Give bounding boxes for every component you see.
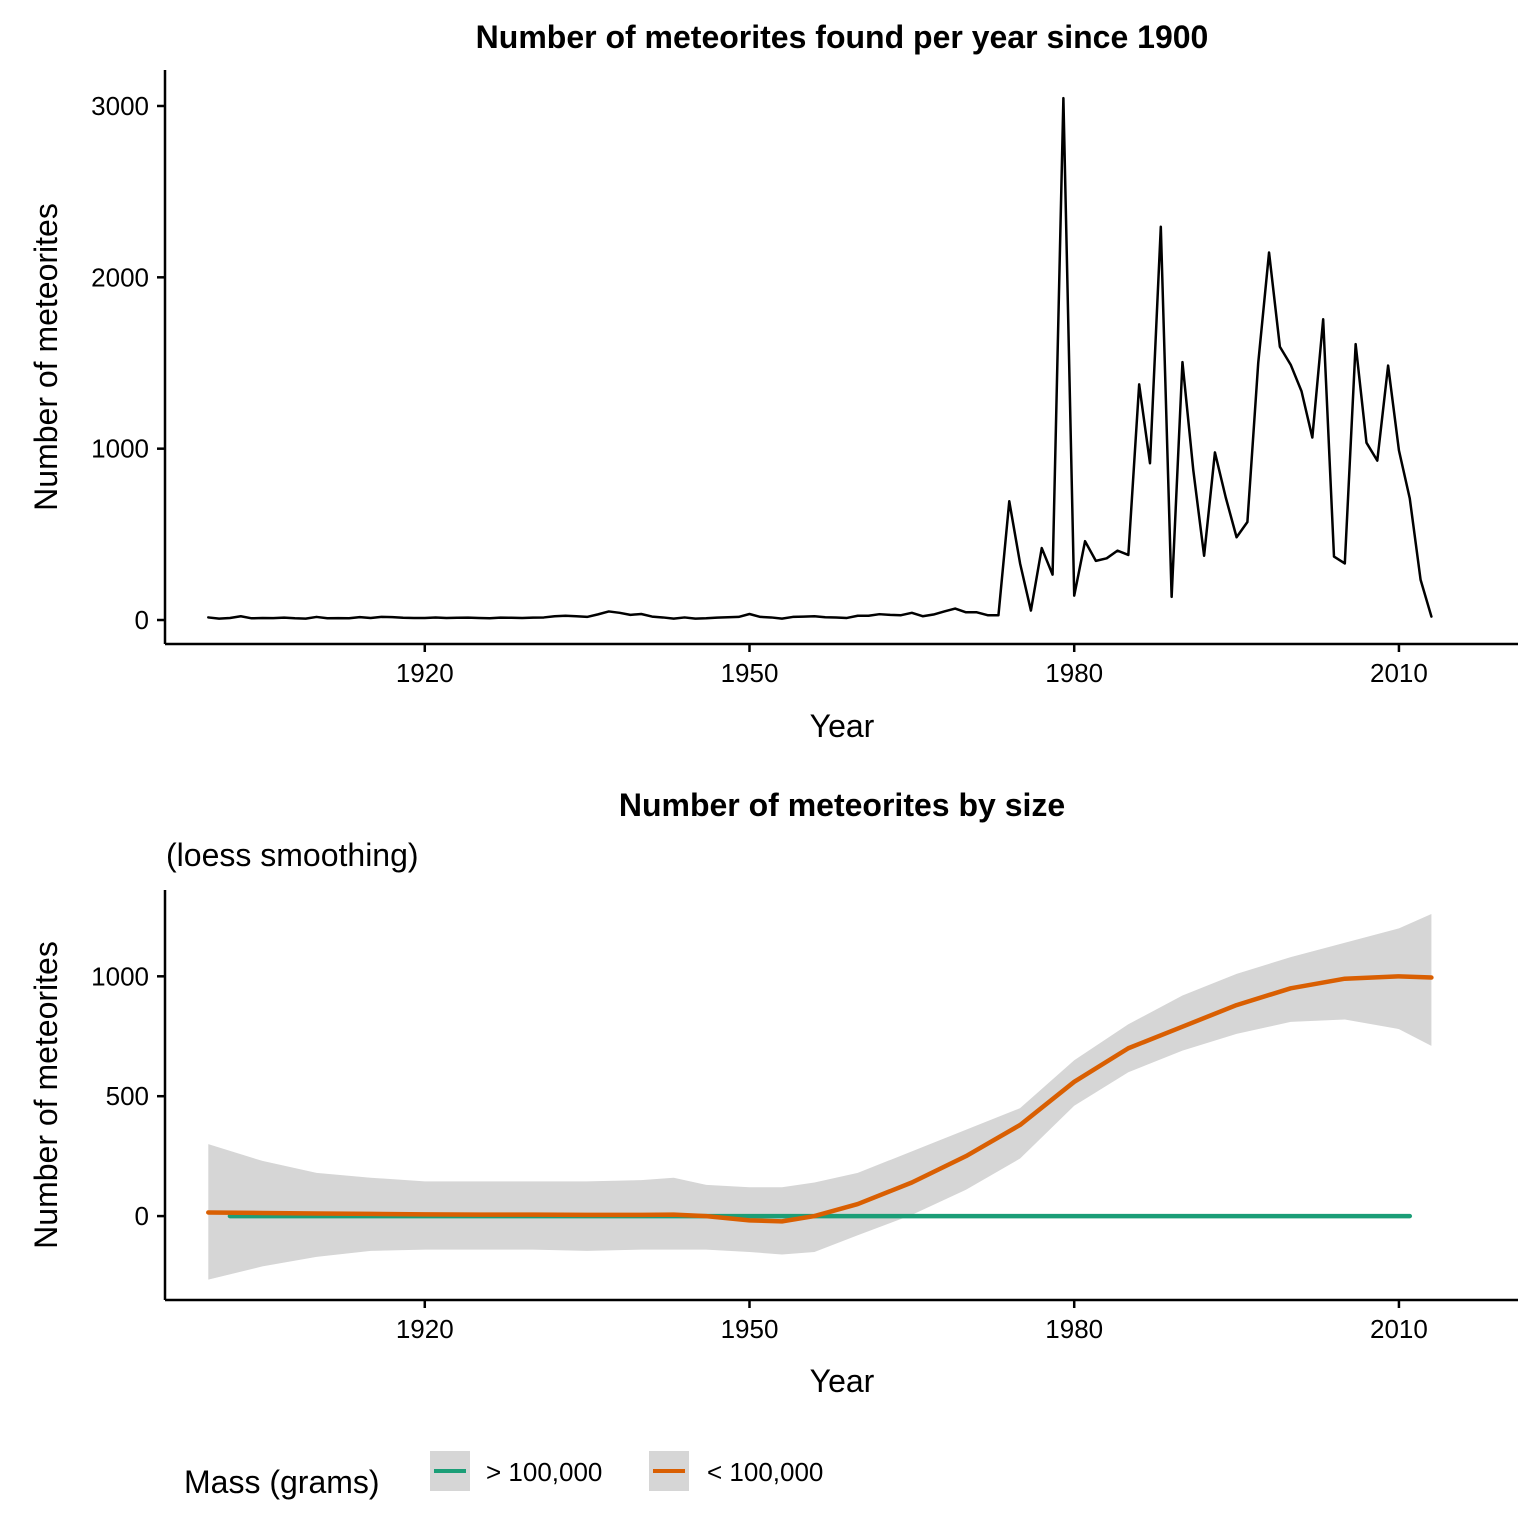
x-tick-label: 2010 xyxy=(1370,658,1428,688)
series-line-small xyxy=(206,974,1434,1224)
y-axis-title: Number of meteorites xyxy=(28,203,64,511)
x-tick-label: 1980 xyxy=(1045,1314,1103,1344)
x-tick-label: 1950 xyxy=(721,1314,779,1344)
panel-meteorites-per-year: Number of meteorites found per year sinc… xyxy=(28,19,1518,744)
x-tick-label: 1980 xyxy=(1045,658,1103,688)
series-line xyxy=(207,96,1433,620)
y-axis-ticks: 0 500 1000 xyxy=(91,961,165,1231)
plot-area xyxy=(206,913,1434,1280)
x-tick-label: 1920 xyxy=(396,1314,454,1344)
y-tick-label: 0 xyxy=(135,1201,149,1231)
legend-entry-small: < 100,000 xyxy=(649,1451,823,1491)
y-tick-label: 500 xyxy=(106,1081,149,1111)
confidence-band xyxy=(208,913,1432,1280)
x-axis-title: Year xyxy=(810,708,875,744)
y-tick-label: 3000 xyxy=(91,91,149,121)
y-axis-ticks: 0 1000 2000 3000 xyxy=(91,91,165,635)
x-tick-label: 2010 xyxy=(1370,1314,1428,1344)
legend-label: < 100,000 xyxy=(707,1457,823,1487)
y-tick-label: 1000 xyxy=(91,434,149,464)
legend-entry-large: > 100,000 xyxy=(430,1451,602,1491)
x-axis-ticks: 1920 1950 1980 2010 xyxy=(396,1300,1428,1344)
chart-title: Number of meteorites found per year sinc… xyxy=(476,19,1209,55)
x-tick-label: 1920 xyxy=(396,658,454,688)
y-tick-label: 0 xyxy=(135,605,149,635)
chart-title: Number of meteorites by size xyxy=(619,787,1065,823)
legend: Mass (grams) > 100,000 < 100,000 xyxy=(184,1451,823,1500)
plot-area xyxy=(207,96,1433,620)
y-tick-label: 1000 xyxy=(91,961,149,991)
x-tick-label: 1950 xyxy=(721,658,779,688)
x-axis-title: Year xyxy=(810,1363,875,1399)
y-tick-label: 2000 xyxy=(91,262,149,292)
chart-subtitle: (loess smoothing) xyxy=(166,837,419,873)
y-axis-title: Number of meteorites xyxy=(28,941,64,1249)
legend-title: Mass (grams) xyxy=(184,1464,380,1500)
legend-label: > 100,000 xyxy=(486,1457,602,1487)
x-axis-ticks: 1920 1950 1980 2010 xyxy=(396,644,1428,688)
panel-meteorites-by-size: Number of meteorites by size (loess smoo… xyxy=(28,787,1518,1399)
